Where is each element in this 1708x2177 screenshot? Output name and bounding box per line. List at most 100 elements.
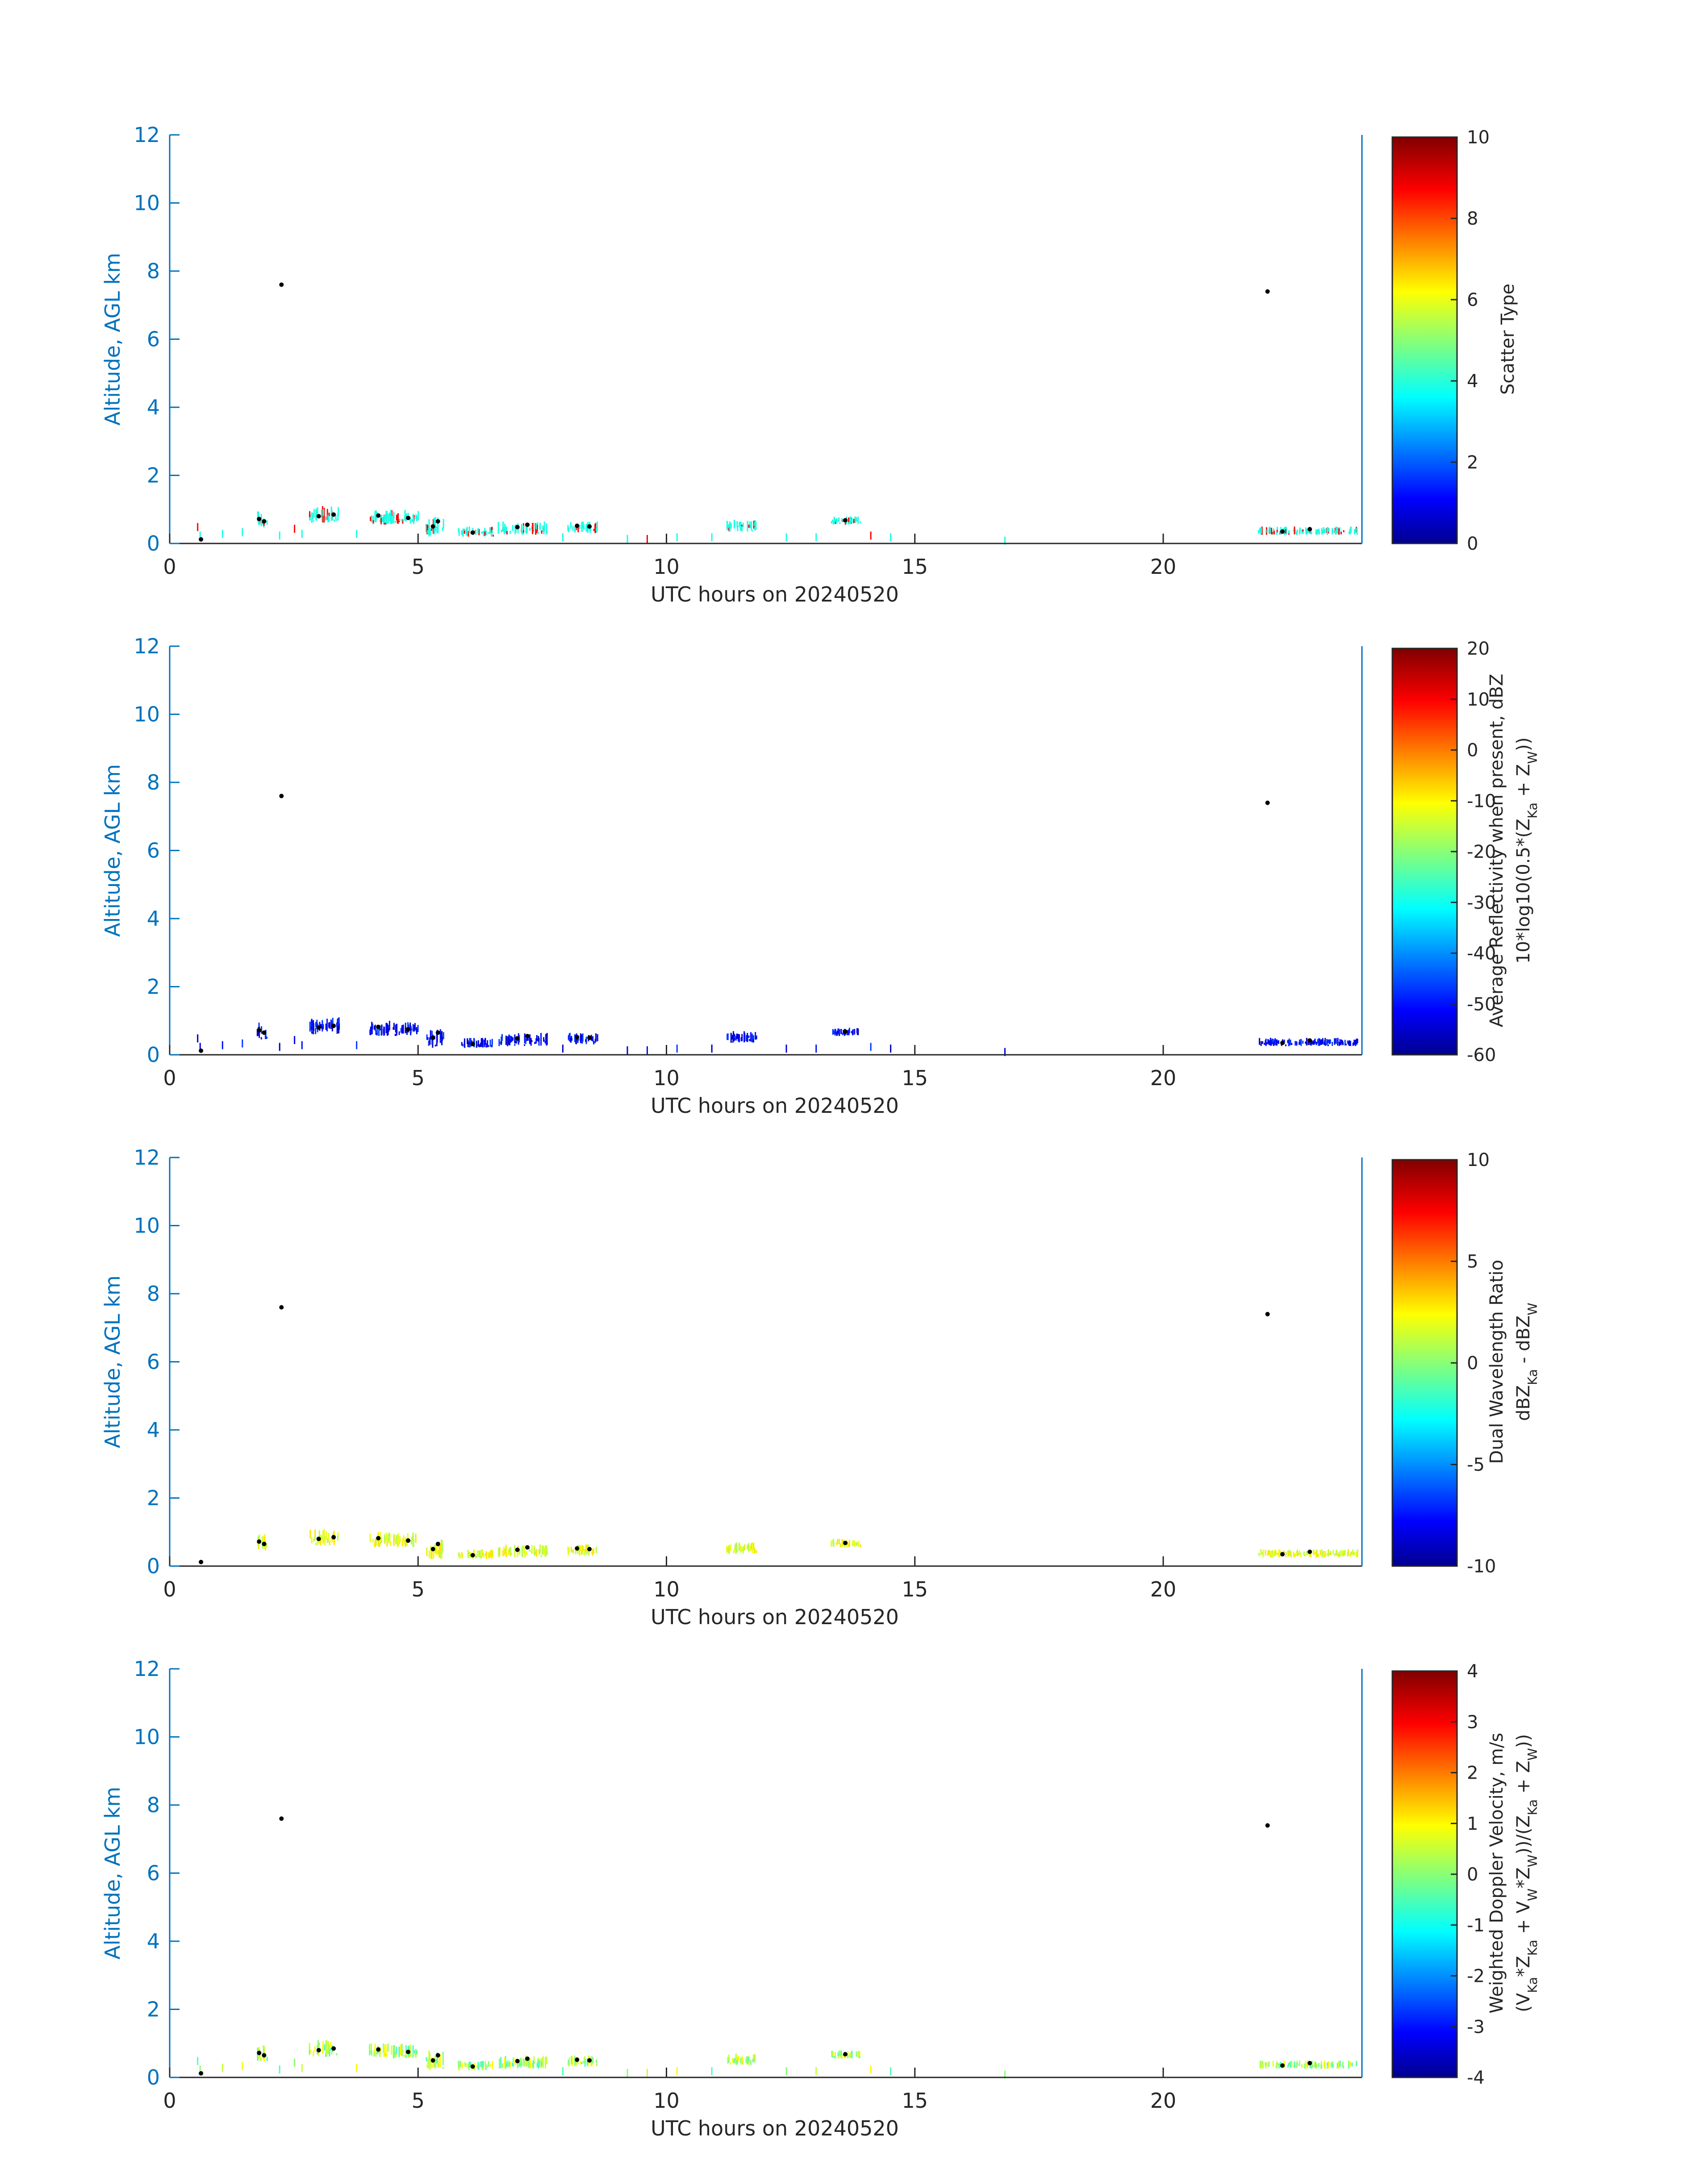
- echo-mark: [570, 1546, 572, 1553]
- echo-mark: [370, 516, 372, 521]
- echo-mark: [437, 1550, 439, 1554]
- echo-mark: [498, 1039, 500, 1046]
- echo-mark: [489, 527, 491, 534]
- echo-mark: [1326, 528, 1328, 532]
- echo-mark: [509, 531, 511, 534]
- echo-mark: [486, 1043, 488, 1048]
- echo-mark: [374, 511, 376, 522]
- echo-mark: [313, 520, 314, 522]
- echo-mark: [329, 2050, 330, 2057]
- echo-mark: [1310, 1040, 1312, 1045]
- data-point: [406, 515, 410, 520]
- echo-mark: [356, 530, 358, 538]
- echo-mark: [369, 1029, 371, 1035]
- echo-mark: [531, 2063, 533, 2065]
- echo-mark: [461, 532, 463, 535]
- echo-mark: [311, 513, 313, 523]
- echo-mark: [487, 2065, 489, 2068]
- echo-mark: [482, 1045, 484, 1047]
- echo-mark: [327, 514, 329, 522]
- data-point: [257, 517, 262, 522]
- echo-mark: [538, 1549, 540, 1555]
- echo-mark: [581, 526, 583, 530]
- echo-mark: [512, 1037, 514, 1041]
- echo-mark: [431, 2057, 433, 2068]
- echo-mark: [1271, 1039, 1273, 1043]
- echo-mark: [1268, 1040, 1270, 1045]
- echo-mark: [1293, 1551, 1295, 1557]
- echo-mark: [475, 529, 476, 535]
- echo-mark: [1310, 2066, 1311, 2068]
- colorbar-tick-label: -60: [1467, 1045, 1496, 1066]
- echo-mark: [504, 531, 505, 535]
- echo-mark: [753, 525, 755, 528]
- echo-mark: [584, 1549, 586, 1554]
- echo-mark: [469, 1040, 471, 1048]
- y-tick-label: 8: [147, 1282, 160, 1306]
- echo-mark: [1291, 1043, 1293, 1045]
- x-tick-label: 15: [902, 1577, 928, 1601]
- echo-mark: [475, 1554, 476, 1559]
- echo-mark: [330, 1538, 331, 1541]
- data-point: [843, 1029, 848, 1034]
- echo-mark: [384, 1538, 386, 1541]
- echo-mark: [1324, 529, 1326, 533]
- echo-mark: [1318, 2063, 1320, 2067]
- echo-mark: [575, 527, 576, 530]
- echo-mark: [732, 1040, 734, 1043]
- echo-mark: [476, 1040, 477, 1048]
- echo-mark: [1004, 1048, 1006, 1056]
- echo-mark: [384, 515, 385, 523]
- echo-mark: [1321, 1039, 1323, 1045]
- echo-mark: [413, 1539, 414, 1547]
- echo-mark: [385, 1533, 387, 1541]
- panel-reflectivity: 0 5 10 15 20 0 2 4 6 8 10 12 UTC hours on 20240520 Al…: [100, 634, 1540, 1118]
- echo-mark: [1276, 2061, 1278, 2067]
- echo-mark: [732, 1035, 734, 1040]
- echo-mark: [741, 1548, 743, 1551]
- echo-mark: [1344, 1550, 1346, 1555]
- echo-mark: [468, 2062, 470, 2068]
- echo-mark: [1276, 1042, 1278, 1046]
- echo-mark: [318, 1530, 320, 1539]
- x-tick-label: 10: [653, 555, 680, 579]
- echo-mark: [409, 2044, 411, 2057]
- echo-mark: [1302, 529, 1304, 532]
- data-point: [1307, 2060, 1312, 2065]
- echo-mark: [1283, 2060, 1285, 2068]
- echo-mark: [441, 1540, 443, 1554]
- echo-mark: [595, 1033, 597, 1042]
- colorbar-label: Dual Wavelength Ratio dBZKa - dBZW: [1487, 1260, 1540, 1464]
- echo-mark: [484, 2061, 486, 2070]
- colorbar-tick-label: -5: [1467, 1455, 1485, 1475]
- echo-mark: [1276, 531, 1278, 535]
- echo-mark: [404, 510, 406, 521]
- echo-mark: [1275, 1041, 1277, 1045]
- echo-mark: [375, 510, 377, 522]
- echo-mark: [585, 1039, 587, 1042]
- echo-mark: [492, 2060, 493, 2069]
- echo-mark: [737, 525, 739, 531]
- echo-mark: [1313, 1550, 1315, 1555]
- echo-mark: [437, 2063, 439, 2068]
- echo-mark: [413, 2050, 415, 2054]
- echo-mark: [1356, 1551, 1357, 1558]
- echo-mark: [746, 1035, 748, 1041]
- data-point: [316, 1537, 321, 1541]
- echo-mark: [375, 1539, 376, 1547]
- echo-mark: [544, 1548, 546, 1552]
- echo-mark: [1260, 1041, 1262, 1045]
- echo-mark: [399, 1536, 401, 1545]
- echo-mark: [1287, 2063, 1289, 2067]
- echo-mark: [505, 2056, 506, 2069]
- echo-mark: [1270, 527, 1272, 535]
- echo-mark: [1299, 527, 1301, 532]
- data-point: [1265, 1312, 1270, 1316]
- echo-mark: [1352, 1551, 1353, 1554]
- echo-mark: [279, 531, 280, 540]
- echo-mark: [530, 2062, 531, 2068]
- echo-mark: [752, 1036, 754, 1040]
- echo-mark: [836, 522, 838, 524]
- echo-mark: [261, 1026, 263, 1034]
- y-tick-label: 6: [147, 1861, 160, 1885]
